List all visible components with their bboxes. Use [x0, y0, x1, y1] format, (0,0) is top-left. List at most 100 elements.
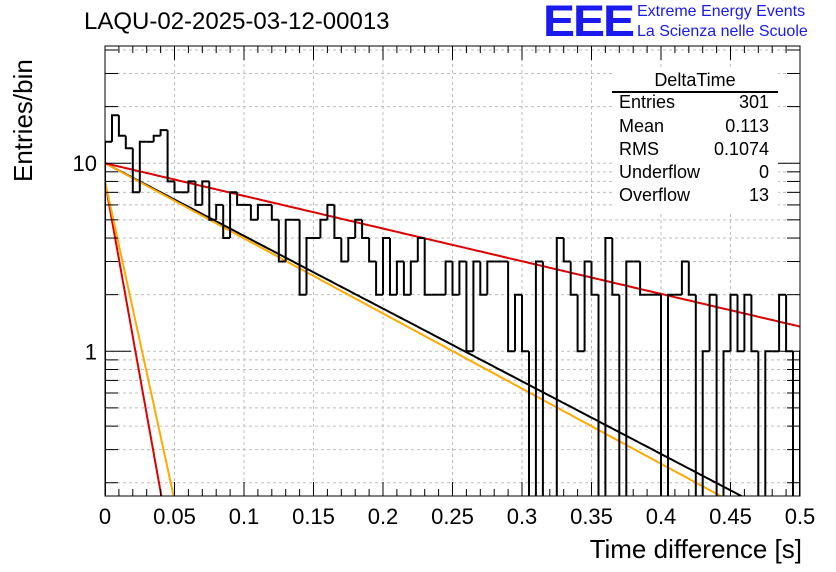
histogram-bin: [667, 293, 675, 496]
histogram-bin: [486, 260, 495, 295]
histogram-bin: [319, 218, 328, 238]
stat-row-rms: RMS 0.1074: [619, 139, 769, 162]
fit-curves: [105, 162, 800, 496]
histogram-bin: [368, 238, 377, 263]
histogram-bin: [131, 148, 140, 194]
histogram-bin: [187, 180, 196, 193]
stat-row-overflow: Overflow 13: [619, 185, 769, 208]
histogram-bin: [750, 294, 759, 353]
histogram-bin: [778, 293, 787, 352]
histogram-bin: [687, 261, 696, 296]
histogram-bin: [361, 219, 370, 239]
histogram-bin: [173, 181, 182, 194]
histogram-bin: [236, 192, 244, 206]
fit-curve: [105, 181, 175, 496]
histogram-series: [105, 114, 835, 498]
histogram-bin: [541, 261, 544, 496]
y-tick-label: 1: [85, 339, 97, 364]
histogram-bin: [229, 191, 238, 238]
histogram-bin: [326, 203, 335, 220]
histogram-bin: [528, 351, 530, 496]
stat-label: Underflow: [619, 162, 701, 182]
histogram-bin: [194, 181, 203, 206]
histogram-bin: [521, 294, 529, 353]
x-tick-label: 0.1: [229, 504, 260, 529]
histogram-bin: [821, 295, 828, 498]
x-tick-label: 0.15: [292, 504, 335, 529]
histogram-bin: [284, 218, 293, 262]
x-tick-label: 0.05: [153, 504, 196, 529]
histogram-bin: [138, 140, 147, 193]
histogram-bin: [639, 261, 648, 296]
x-tick-label: 0.45: [709, 504, 752, 529]
x-tick-label: 0.5: [785, 504, 816, 529]
histogram-bin: [597, 294, 600, 496]
stats-box: DeltaTime Entries 301 Mean 0.113 RMS 0.1…: [612, 70, 778, 212]
fit-curve: [105, 181, 163, 496]
histogram-bin: [402, 261, 411, 296]
histogram-bin: [277, 219, 286, 263]
stat-value: 0.113: [725, 116, 769, 136]
histogram-bin: [555, 237, 564, 496]
stat-label: Entries: [619, 92, 676, 112]
stat-value: 301: [738, 92, 769, 112]
tick-labels: 0 0.05 0.1 0.15 0.2 0.25 0.3 0.35 0.4 0.45 0.5 1 10: [73, 151, 816, 529]
x-tick-label: 0: [99, 504, 111, 529]
histogram-bin: [764, 350, 773, 496]
histogram-bin: [409, 260, 418, 295]
histogram-bin: [270, 204, 279, 221]
histogram-bin: [152, 134, 161, 142]
eee-logo: EEE: [543, 0, 635, 46]
histogram-bin: [159, 129, 168, 136]
histogram-bin: [166, 130, 175, 183]
histogram-bin: [569, 261, 578, 296]
histogram-bin: [514, 293, 522, 352]
histogram-bin: [215, 203, 224, 220]
histogram-bin: [124, 135, 133, 150]
x-tick-label: 0.2: [368, 504, 399, 529]
x-tick-label: 0.3: [507, 504, 538, 529]
histogram-bin: [472, 260, 481, 352]
histogram-bin: [618, 294, 621, 496]
histogram-bin: [458, 260, 467, 295]
stat-value: 13: [748, 185, 769, 205]
histogram-bin: [799, 350, 800, 496]
histogram-bin: [298, 219, 307, 296]
histogram-bin: [534, 260, 543, 496]
x-tick-label: 0.25: [431, 504, 474, 529]
stat-label: RMS: [619, 139, 659, 159]
histogram-bin: [305, 237, 314, 295]
histogram-bin: [743, 293, 752, 352]
histogram-bin: [465, 261, 474, 353]
histogram-bin: [590, 261, 599, 296]
histogram-bin: [715, 294, 718, 496]
histogram-bin: [222, 204, 231, 239]
stat-row-underflow: Underflow 0: [619, 162, 769, 185]
histogram-bin: [389, 238, 397, 296]
histogram-bin: [604, 237, 613, 496]
histogram-bin: [792, 351, 794, 496]
histogram-bin: [382, 237, 390, 295]
stat-label: Overflow: [619, 185, 691, 205]
y-axis-label: Entries/bin: [8, 59, 38, 182]
histogram-bin: [201, 180, 210, 205]
histogram-bin: [576, 294, 585, 353]
histogram-bin: [111, 114, 119, 142]
histogram-bin: [208, 181, 217, 221]
histogram-bin: [354, 218, 363, 238]
logo-caption-line2: La Scienza nelle Scuole: [637, 23, 808, 40]
x-axis-label: Time difference [s]: [589, 534, 802, 564]
histogram-bin: [680, 260, 689, 295]
stat-value: 0.1074: [713, 139, 769, 159]
histogram-bin: [340, 238, 349, 263]
histogram-bin: [347, 237, 356, 262]
fit-curve: [105, 162, 723, 496]
run-title: LAQU-02-2025-03-12-00013: [84, 8, 390, 35]
histogram-bin: [828, 351, 835, 498]
histogram-bin: [507, 261, 515, 353]
y-tick-label: 10: [73, 151, 97, 176]
histogram-bin: [395, 260, 404, 295]
stat-label: Mean: [619, 116, 665, 136]
histogram-bin: [375, 261, 383, 296]
